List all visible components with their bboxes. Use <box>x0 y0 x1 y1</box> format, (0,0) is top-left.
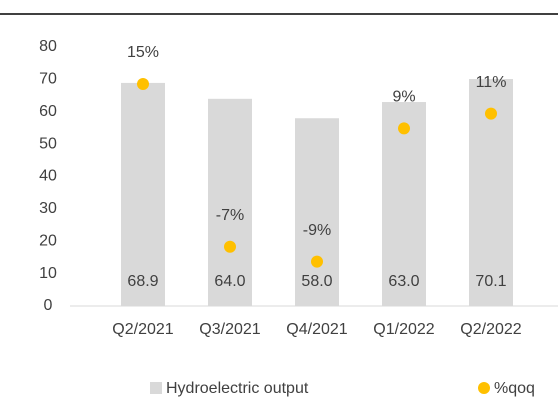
dot <box>311 255 323 268</box>
dot-value-label: 9% <box>392 89 415 106</box>
legend-swatch <box>150 382 162 394</box>
dot-value-label: 15% <box>127 44 159 61</box>
y-tick-label: 60 <box>39 103 57 120</box>
y-tick-label: 0 <box>44 297 53 314</box>
dot-value-label: -7% <box>216 207 244 224</box>
bar-value-label: 70.1 <box>475 273 506 290</box>
dot <box>224 240 236 253</box>
bar-value-label: 64.0 <box>214 273 245 290</box>
legend-swatch <box>478 382 490 394</box>
y-tick-label: 20 <box>39 232 57 249</box>
x-tick-label: Q2/2022 <box>460 321 521 338</box>
bar <box>121 82 165 306</box>
dot-value-label: -9% <box>303 222 331 239</box>
dot <box>485 107 497 120</box>
legend-label: %qoq <box>494 380 535 397</box>
y-tick-label: 50 <box>39 135 57 152</box>
x-tick-label: Q1/2022 <box>373 321 434 338</box>
y-tick-label: 40 <box>39 168 57 185</box>
bar <box>208 98 252 306</box>
legend-label: Hydroelectric output <box>166 380 309 397</box>
x-tick-label: Q4/2021 <box>286 321 347 338</box>
dot <box>398 122 410 135</box>
dot <box>137 78 149 90</box>
y-tick-label: 80 <box>39 38 57 55</box>
y-tick-label: 30 <box>39 200 57 217</box>
y-tick-label: 70 <box>39 71 57 88</box>
bar <box>295 118 339 306</box>
dot-value-label: 11% <box>476 74 507 91</box>
bar-value-label: 63.0 <box>388 273 419 290</box>
y-tick-label: 10 <box>39 265 57 282</box>
x-tick-label: Q3/2021 <box>199 321 260 338</box>
bar-value-label: 68.9 <box>127 273 158 290</box>
bar <box>382 102 426 306</box>
bar-value-label: 58.0 <box>301 273 332 290</box>
x-tick-label: Q2/2021 <box>112 321 173 338</box>
